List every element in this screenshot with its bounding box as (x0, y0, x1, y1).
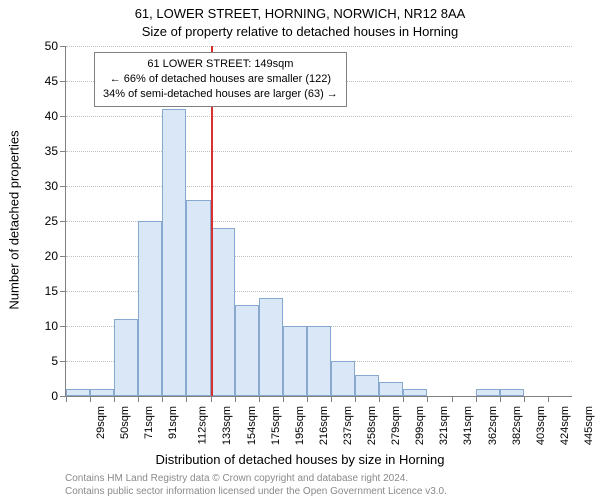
y-tick (60, 326, 66, 327)
gridline-h (66, 46, 572, 47)
gridline-h (66, 116, 572, 117)
y-tick-label: 10 (24, 319, 58, 333)
histogram-bar (379, 382, 403, 396)
x-tick (211, 396, 212, 402)
y-tick-label: 40 (24, 109, 58, 123)
histogram-bar (403, 389, 427, 396)
x-tick-label: 71sqm (143, 406, 155, 439)
x-tick-label: 237sqm (342, 406, 354, 445)
annotation-line-3: 34% of semi-detached houses are larger (… (103, 87, 338, 102)
histogram-bar (211, 228, 235, 396)
x-tick-label: 279sqm (390, 406, 402, 445)
x-tick-label: 154sqm (246, 406, 258, 445)
y-tick (60, 81, 66, 82)
x-tick-label: 50sqm (119, 406, 131, 439)
x-tick (403, 396, 404, 402)
y-tick (60, 256, 66, 257)
attribution-text: Contains HM Land Registry data © Crown c… (65, 472, 447, 498)
gridline-h (66, 186, 572, 187)
x-tick-label: 382sqm (511, 406, 523, 445)
histogram-bar (90, 389, 114, 396)
histogram-bar (476, 389, 500, 396)
annotation-box: 61 LOWER STREET: 149sqm ← 66% of detache… (94, 52, 347, 107)
y-tick (60, 46, 66, 47)
y-tick-label: 50 (24, 39, 58, 53)
x-tick-label: 175sqm (270, 406, 282, 445)
x-tick (138, 396, 139, 402)
histogram-bar (138, 221, 162, 396)
x-tick (66, 396, 67, 402)
histogram-bar (186, 200, 210, 396)
x-tick (186, 396, 187, 402)
x-tick (235, 396, 236, 402)
x-tick-label: 299sqm (414, 406, 426, 445)
x-tick-label: 341sqm (463, 406, 475, 445)
plot-area: 61 LOWER STREET: 149sqm ← 66% of detache… (65, 46, 572, 397)
x-tick (114, 396, 115, 402)
y-tick (60, 116, 66, 117)
x-tick-label: 195sqm (294, 406, 306, 445)
y-tick (60, 221, 66, 222)
histogram-bar (283, 326, 307, 396)
y-tick-label: 45 (24, 74, 58, 88)
x-tick (500, 396, 501, 402)
histogram-bar (355, 375, 379, 396)
annotation-line-2: ← 66% of detached houses are smaller (12… (103, 72, 338, 87)
attribution-line-1: Contains HM Land Registry data © Crown c… (65, 472, 447, 485)
y-tick-label: 15 (24, 284, 58, 298)
histogram-bar (331, 361, 355, 396)
x-tick (162, 396, 163, 402)
histogram-bar (114, 319, 138, 396)
histogram-bar (307, 326, 331, 396)
gridline-h (66, 151, 572, 152)
chart-title-2: Size of property relative to detached ho… (0, 24, 600, 39)
y-tick (60, 291, 66, 292)
x-tick-label: 91sqm (167, 406, 179, 439)
y-tick-label: 30 (24, 179, 58, 193)
histogram-bar (235, 305, 259, 396)
histogram-bar (259, 298, 283, 396)
x-axis-label: Distribution of detached houses by size … (0, 452, 600, 467)
x-tick-label: 112sqm (197, 406, 209, 444)
x-tick (524, 396, 525, 402)
x-tick-label: 258sqm (366, 406, 378, 445)
x-tick (548, 396, 549, 402)
x-tick (452, 396, 453, 402)
y-axis-label: Number of detached properties (7, 130, 22, 309)
x-tick (476, 396, 477, 402)
x-tick-label: 321sqm (438, 406, 450, 445)
x-tick-label: 362sqm (487, 406, 499, 445)
x-tick-label: 424sqm (559, 406, 571, 445)
x-tick (355, 396, 356, 402)
x-tick-label: 216sqm (318, 406, 330, 445)
y-tick (60, 361, 66, 362)
attribution-line-2: Contains public sector information licen… (65, 485, 447, 498)
annotation-line-1: 61 LOWER STREET: 149sqm (103, 57, 338, 72)
histogram-bar (66, 389, 90, 396)
x-tick-label: 445sqm (583, 406, 595, 445)
histogram-bar (500, 389, 524, 396)
x-tick (331, 396, 332, 402)
y-tick (60, 151, 66, 152)
x-tick-label: 403sqm (535, 406, 547, 445)
histogram-bar (162, 109, 186, 396)
y-tick-label: 0 (24, 389, 58, 403)
y-tick-label: 35 (24, 144, 58, 158)
y-tick-label: 20 (24, 249, 58, 263)
x-tick-label: 29sqm (95, 406, 107, 439)
x-tick-label: 133sqm (222, 406, 234, 445)
x-tick (307, 396, 308, 402)
chart-title-1: 61, LOWER STREET, HORNING, NORWICH, NR12… (0, 6, 600, 21)
y-tick (60, 186, 66, 187)
y-tick-label: 5 (24, 354, 58, 368)
x-tick (283, 396, 284, 402)
x-tick (427, 396, 428, 402)
x-tick (259, 396, 260, 402)
x-tick (90, 396, 91, 402)
x-tick (379, 396, 380, 402)
y-tick-label: 25 (24, 214, 58, 228)
